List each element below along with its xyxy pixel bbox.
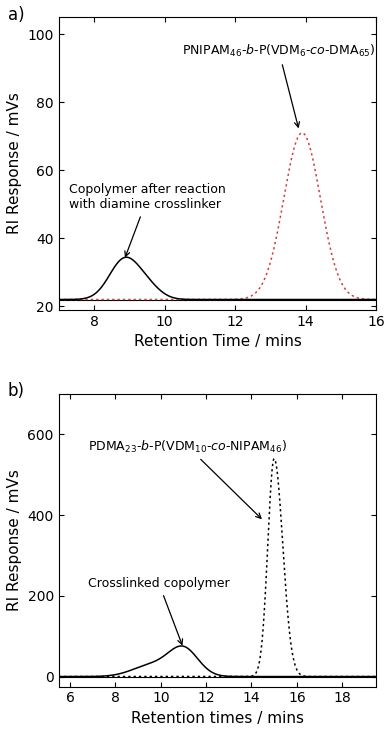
Y-axis label: RI Response / mVs: RI Response / mVs xyxy=(7,469,22,611)
X-axis label: Retention Time / mins: Retention Time / mins xyxy=(134,334,301,349)
Text: a): a) xyxy=(8,6,25,23)
Text: PDMA$_{23}$-$b$-P(VDM$_{10}$-$co$-NIPAM$_{46}$): PDMA$_{23}$-$b$-P(VDM$_{10}$-$co$-NIPAM$… xyxy=(88,438,287,518)
Text: b): b) xyxy=(8,383,25,400)
Text: Crosslinked copolymer: Crosslinked copolymer xyxy=(88,578,230,644)
Text: Copolymer after reaction
with diamine crosslinker: Copolymer after reaction with diamine cr… xyxy=(69,183,226,257)
Y-axis label: RI Response / mVs: RI Response / mVs xyxy=(7,92,22,235)
X-axis label: Retention times / mins: Retention times / mins xyxy=(131,711,304,726)
Text: PNIPAM$_{46}$-$b$-P(VDM$_{6}$-$co$-DMA$_{65}$): PNIPAM$_{46}$-$b$-P(VDM$_{6}$-$co$-DMA$_… xyxy=(182,43,376,127)
